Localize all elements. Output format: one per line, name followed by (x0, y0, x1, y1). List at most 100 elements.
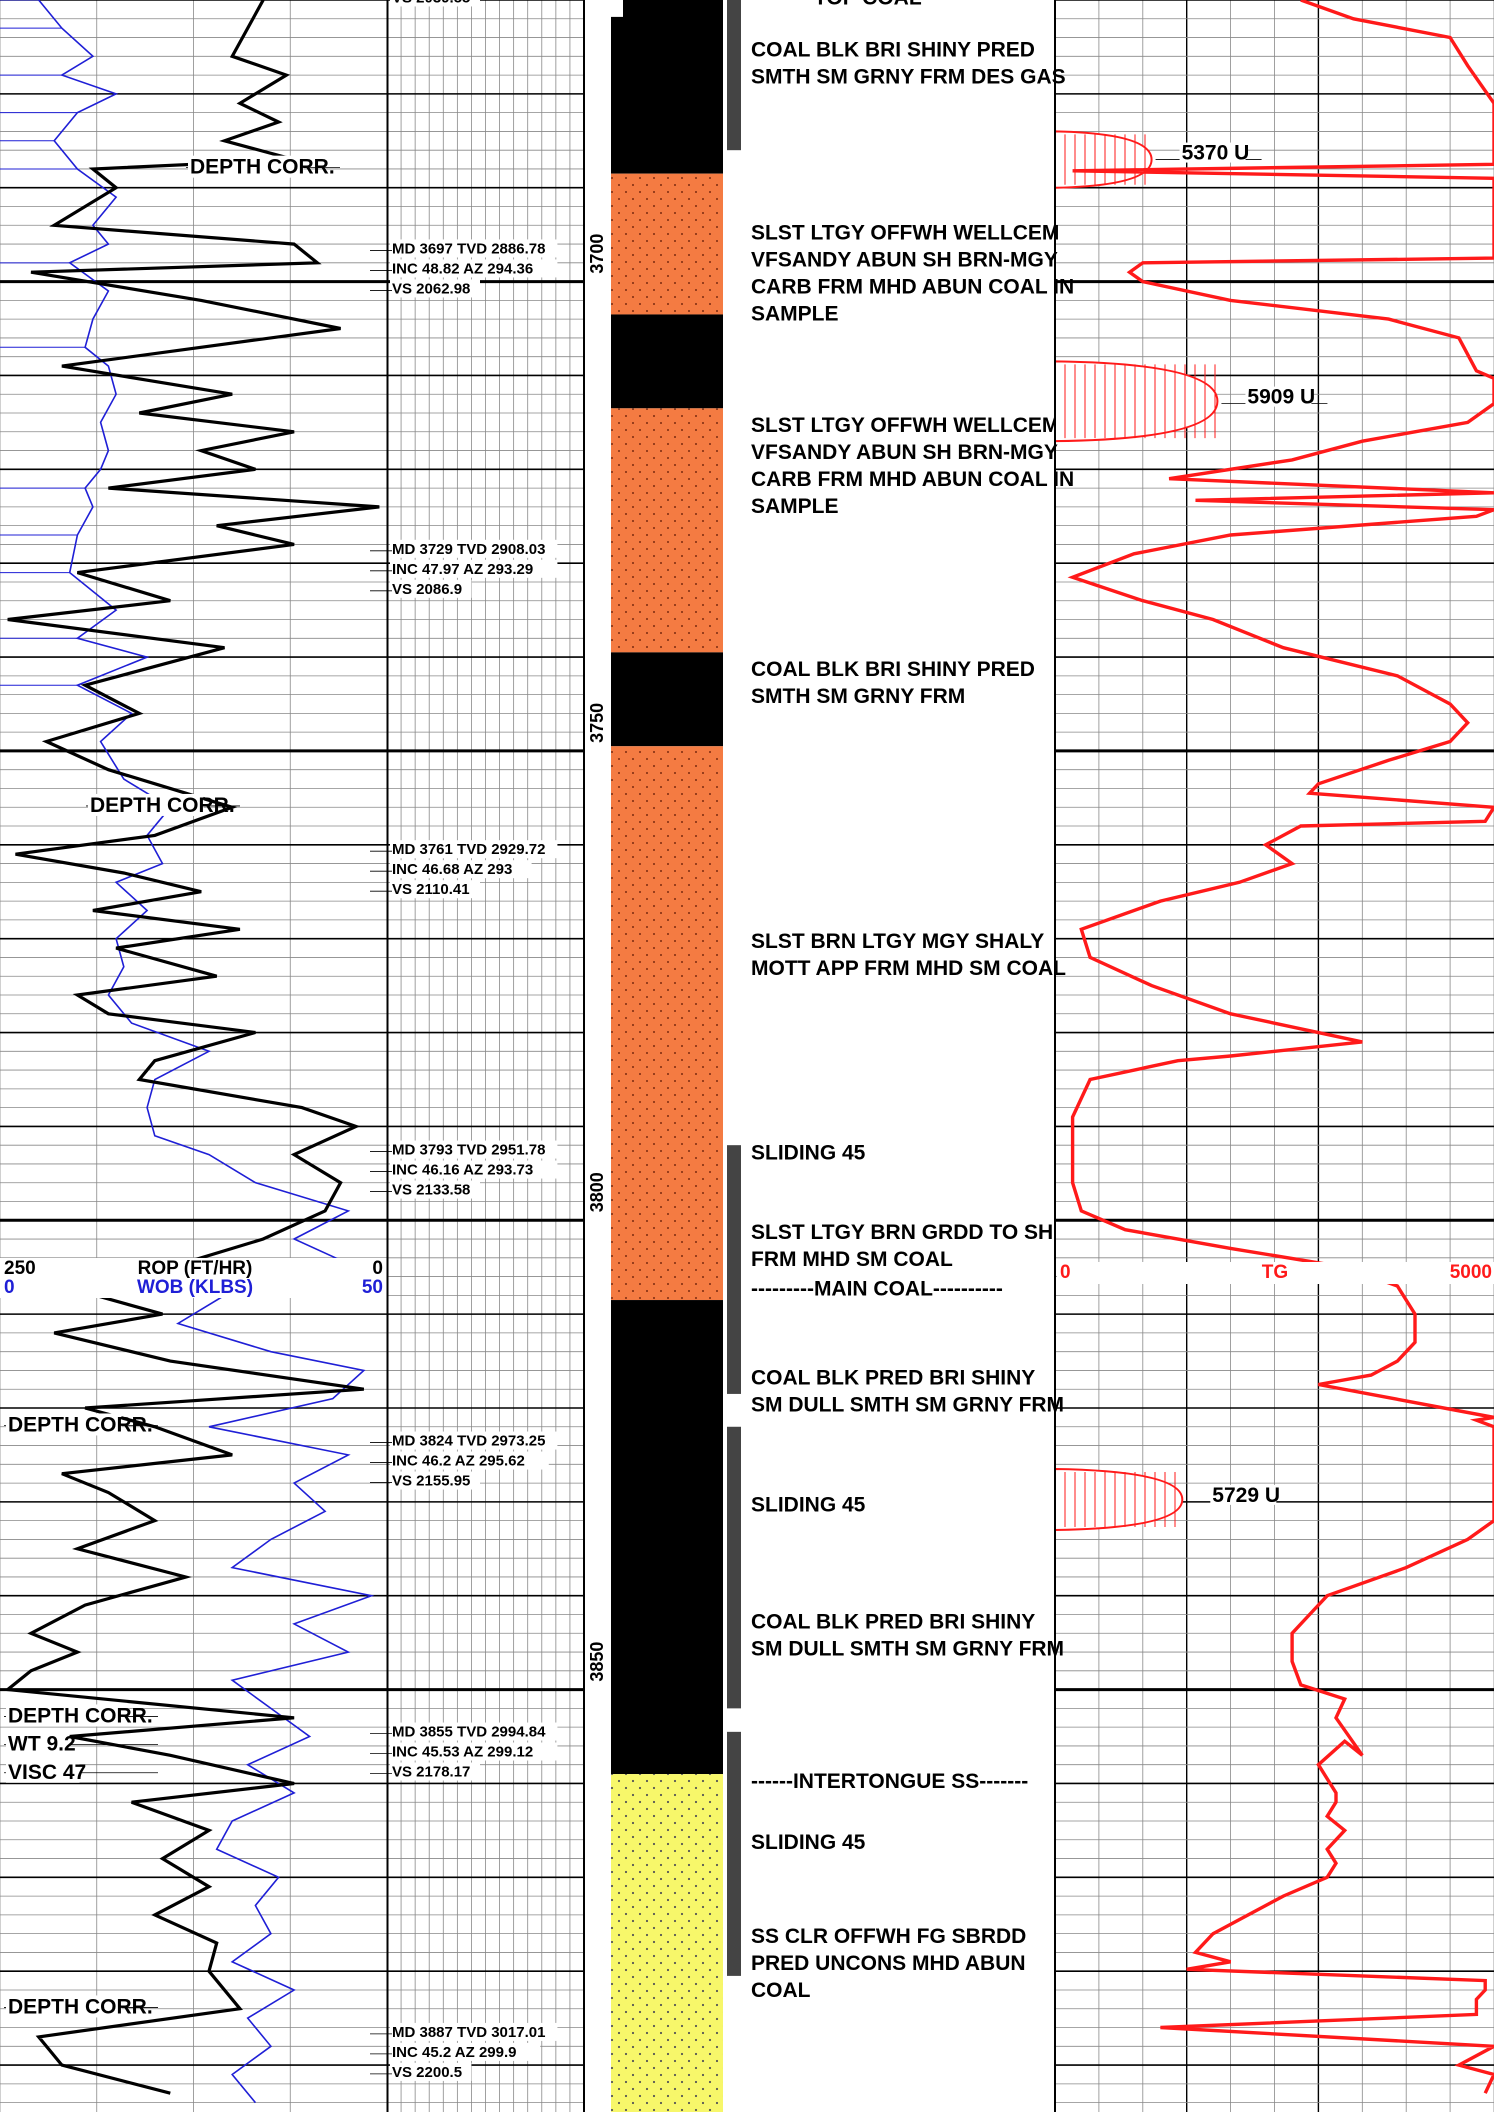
description-line: SLST BRN LTGY MGY SHALY (751, 930, 1044, 953)
depth-label: 3750 (587, 703, 607, 743)
survey-label-bg (390, 840, 558, 859)
description-line: PRED UNCONS MHD ABUN (751, 1952, 1026, 1975)
gas-peak-label: 5729 U (1212, 1484, 1280, 1507)
description-line: VFSANDY ABUN SH BRN-MGY (751, 441, 1058, 464)
annotation-bg (6, 1413, 122, 1436)
gas-peak-label: 5909 U (1247, 386, 1315, 409)
lithology-column (610, 0, 725, 2112)
annotation-bg (6, 1760, 80, 1783)
description-line: SLIDING 45 (751, 1493, 866, 1516)
description-line: COAL BLK BRI SHINY PRED (751, 658, 1035, 681)
survey-label-bg (390, 880, 480, 899)
wob-scale-max: 50 (362, 1277, 383, 1298)
survey-line: VS 2178.17 (392, 1764, 470, 1781)
survey-label-bg (390, 1451, 549, 1470)
drilling-track-header: 250 ROP (FT/HR) 0 0 WOB (KLBS) 50 (0, 1258, 387, 1298)
survey-line: INC 45.2 AZ 299.9 (392, 2044, 517, 2061)
survey-label-bg (390, 2062, 472, 2081)
gas-track-grid (1054, 0, 1494, 2112)
wob-axis-label: WOB (KLBS) (137, 1277, 253, 1298)
gas-peak-label-bg (1179, 142, 1246, 163)
survey-label-bg (390, 279, 480, 298)
survey-label-bg (390, 1431, 558, 1450)
description-line: SAMPLE (751, 302, 839, 325)
survey-line: VS 2039.55 (392, 0, 470, 6)
description-line: COAL BLK PRED BRI SHINY (751, 1367, 1035, 1390)
survey-label-bg (390, 1471, 480, 1490)
survey-label-bg (390, 1742, 558, 1761)
litho-top-gap (610, 0, 623, 17)
survey-line: VS 2155.95 (392, 1473, 470, 1490)
gas-track-header: 0 TG 5000 (1057, 1262, 1494, 1284)
description-line: VFSANDY ABUN SH BRN-MGY (751, 248, 1058, 271)
sliding-bar (727, 1145, 741, 1394)
survey-line: VS 2086.9 (392, 581, 462, 598)
tg-axis-label: TG (1262, 1262, 1288, 1283)
survey-line: MD 3887 TVD 3017.01 (392, 2024, 545, 2041)
annotation-bg (88, 793, 204, 816)
survey-line: MD 3697 TVD 2886.78 (392, 240, 545, 257)
description-line: SLIDING 45 (751, 1831, 866, 1854)
lithology-interval (611, 0, 723, 174)
description-line: SM DULL SMTH SM GRNY FRM (751, 1638, 1064, 1661)
survey-label-bg (390, 259, 558, 278)
description-line: CARB FRM MHD ABUN COAL IN (751, 275, 1074, 298)
description-line: SLST LTGY OFFWH WELLCEM (751, 414, 1059, 437)
annotation-bg (188, 155, 304, 178)
annotation-bg (6, 1732, 69, 1755)
depth-track: 3700 3750 3800 3850 (584, 0, 610, 2112)
description-line: SAMPLE (751, 495, 839, 518)
description-line: ------INTERTONGUE SS------- (751, 1770, 1028, 1793)
lithology-interval (611, 652, 723, 747)
gas-peak-outline (1054, 130, 1153, 189)
gas-peak-labels: 5370 U 5909 U 5729 U (1155, 142, 1328, 1507)
survey-track-grid (386, 0, 585, 2112)
description-line: FRM MHD SM COAL (751, 1248, 953, 1271)
description-line: COAL (751, 1979, 811, 2002)
drilling-annotation: DEPTH CORR. (8, 1704, 153, 1727)
survey-label-bg (390, 2042, 541, 2061)
lithology-interval (611, 408, 723, 653)
lithology-interval (611, 1300, 723, 1775)
survey-line: MD 3729 TVD 2908.03 (392, 541, 545, 558)
sliding-bar (727, 1426, 741, 1709)
survey-line: MD 3793 TVD 2951.78 (392, 1142, 545, 1159)
sliding-indicator (725, 0, 743, 2112)
description-line: ---------TOP COAL---------- (751, 0, 992, 10)
description-line: SS CLR OFFWH FG SBRDD (751, 1925, 1026, 1948)
survey-line: VS 2133.58 (392, 1182, 470, 1199)
lithology-interval (611, 173, 723, 315)
survey-labels: VS 2039.55 MD 3697 TVD 2886.78 INC 48.82 A… (370, 0, 558, 2081)
description-line: SLST LTGY OFFWH WELLCEM (751, 221, 1059, 244)
gas-peak-label: 5370 U (1182, 142, 1250, 165)
drilling-annotation: VISC 47 (8, 1761, 86, 1784)
description-line: SMTH SM GRNY FRM DES GAS (751, 65, 1066, 88)
lithology-interval (611, 1774, 723, 2112)
survey-label-bg (390, 0, 480, 7)
drilling-annotation: DEPTH CORR. (190, 156, 335, 179)
track-borders (386, 0, 1056, 2112)
survey-line: INC 45.53 AZ 299.12 (392, 1744, 533, 1761)
survey-label-bg (390, 579, 472, 598)
description-line: COAL BLK BRI SHINY PRED (751, 38, 1035, 61)
rop-scale-max: 0 (372, 1258, 383, 1279)
survey-line: VS 2062.98 (392, 280, 470, 297)
tg-scale-min: 0 (1060, 1262, 1071, 1283)
lithology-descriptions: ---------TOP COAL---------- COAL BLK BRI … (751, 0, 1074, 2002)
survey-label-bg (390, 2022, 558, 2041)
tg-scale-max: 5000 (1450, 1262, 1492, 1283)
survey-label-bg (390, 239, 558, 258)
drilling-annotation: DEPTH CORR. (8, 1995, 153, 2018)
survey-label-bg (390, 860, 532, 879)
survey-label-bg (390, 1180, 480, 1199)
survey-line: MD 3761 TVD 2929.72 (392, 841, 545, 858)
description-line: SMTH SM GRNY FRM (751, 685, 965, 708)
survey-line: INC 48.82 AZ 294.36 (392, 260, 533, 277)
survey-line: INC 46.16 AZ 293.73 (392, 1162, 533, 1179)
survey-line: INC 46.68 AZ 293 (392, 861, 512, 878)
annotation-bg (6, 1995, 122, 2018)
gas-peak-label-bg (1210, 1484, 1277, 1505)
description-line: SM DULL SMTH SM GRNY FRM (751, 1394, 1064, 1417)
survey-label-bg (390, 539, 558, 558)
